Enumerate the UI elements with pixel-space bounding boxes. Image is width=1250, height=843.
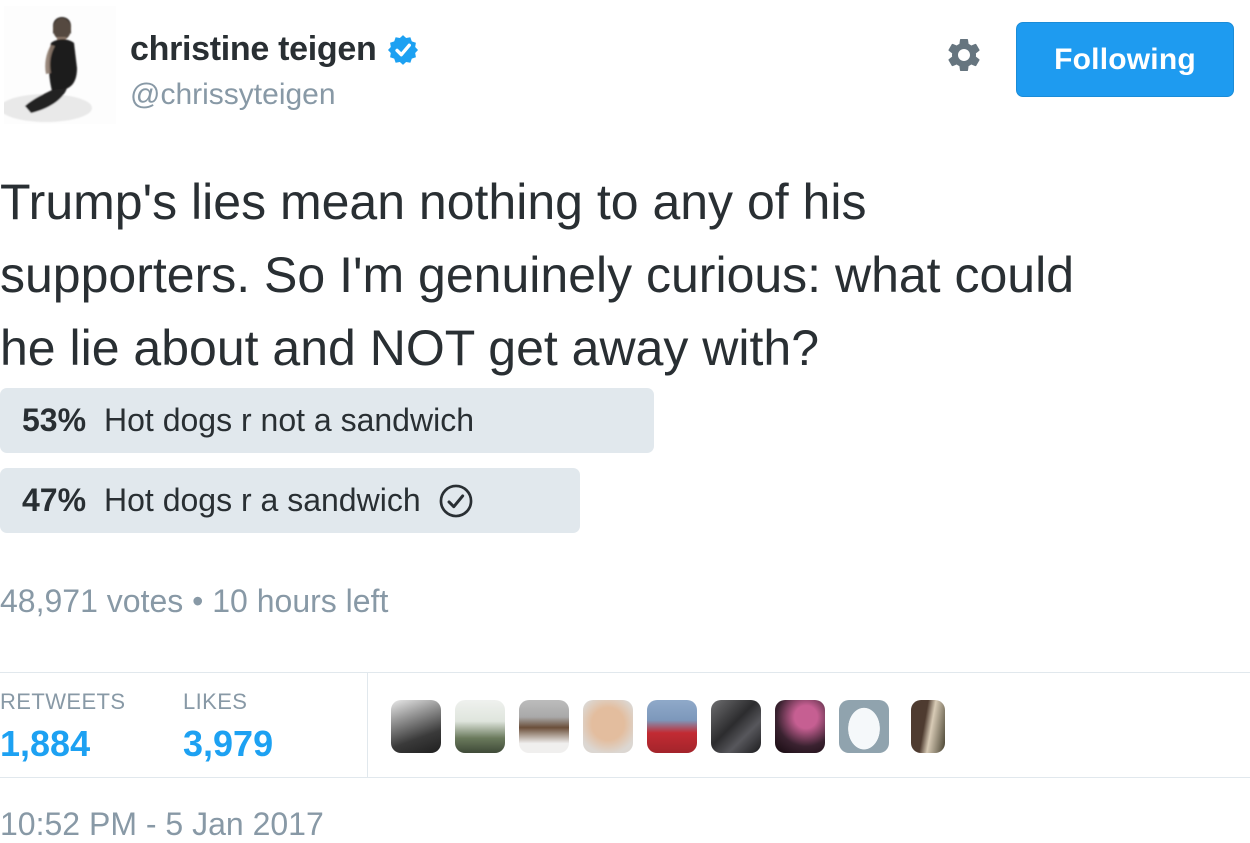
gear-icon[interactable] xyxy=(944,35,984,75)
poll-option-row: 53% Hot dogs r not a sandwich xyxy=(0,388,1234,453)
poll: 53% Hot dogs r not a sandwich 47% Hot do… xyxy=(0,388,1234,548)
tweet-text-line: he lie about and NOT get away with? xyxy=(0,320,820,376)
liker-avatar-5[interactable] xyxy=(647,700,697,753)
tweet-text-line: Trump's lies mean nothing to any of his xyxy=(0,174,867,230)
following-button[interactable]: Following xyxy=(1016,22,1234,97)
tweet-text-line: supporters. So I'm genuinely curious: wh… xyxy=(0,247,1074,303)
poll-option-row: 47% Hot dogs r a sandwich xyxy=(0,468,1234,533)
profile-photo-image xyxy=(0,6,116,124)
tweet-text: Trump's lies mean nothing to any of his … xyxy=(0,166,1250,385)
tweet-stats-row: RETWEETS 1,884 LIKES 3,979 xyxy=(0,672,1250,778)
liker-avatar-7[interactable] xyxy=(775,700,825,753)
liker-avatar-6[interactable] xyxy=(711,700,761,753)
retweets-stat[interactable]: RETWEETS 1,884 xyxy=(0,673,125,765)
retweets-count: 1,884 xyxy=(0,723,91,764)
retweets-label: RETWEETS xyxy=(0,689,126,714)
likes-count: 3,979 xyxy=(183,723,274,764)
poll-option-2-label: Hot dogs r a sandwich xyxy=(104,482,421,518)
liker-avatar-1[interactable] xyxy=(391,700,441,753)
liker-avatar-4[interactable] xyxy=(583,700,633,753)
your-vote-check-icon xyxy=(439,484,472,517)
profile-avatar[interactable] xyxy=(0,6,116,124)
stats-divider xyxy=(367,673,368,777)
poll-option-2-percent: 47% xyxy=(22,482,87,518)
verified-badge-icon xyxy=(388,34,419,65)
poll-option-1-percent: 53% xyxy=(22,402,87,438)
liker-avatar-egg[interactable] xyxy=(839,700,889,753)
poll-option-1-bar[interactable]: 53% Hot dogs r not a sandwich xyxy=(0,388,655,453)
liker-avatar-2[interactable] xyxy=(455,700,505,753)
likes-label: LIKES xyxy=(183,689,248,714)
likers-avatar-strip xyxy=(391,700,945,753)
author-handle[interactable]: @chrissyteigen xyxy=(130,78,336,111)
likes-stat[interactable]: LIKES 3,979 xyxy=(183,673,273,765)
tweet-timestamp[interactable]: 10:52 PM - 5 Jan 2017 xyxy=(0,806,324,842)
poll-option-1-label: Hot dogs r not a sandwich xyxy=(104,402,474,438)
liker-avatar-3[interactable] xyxy=(519,700,569,753)
author-name[interactable]: christine teigen xyxy=(130,30,377,68)
liker-avatar-9[interactable] xyxy=(911,700,945,753)
poll-votes-summary: 48,971 votes • 10 hours left xyxy=(0,583,389,619)
author-block: christine teigen @chrissyteigen xyxy=(130,30,420,112)
poll-option-2-bar[interactable]: 47% Hot dogs r a sandwich xyxy=(0,468,580,533)
